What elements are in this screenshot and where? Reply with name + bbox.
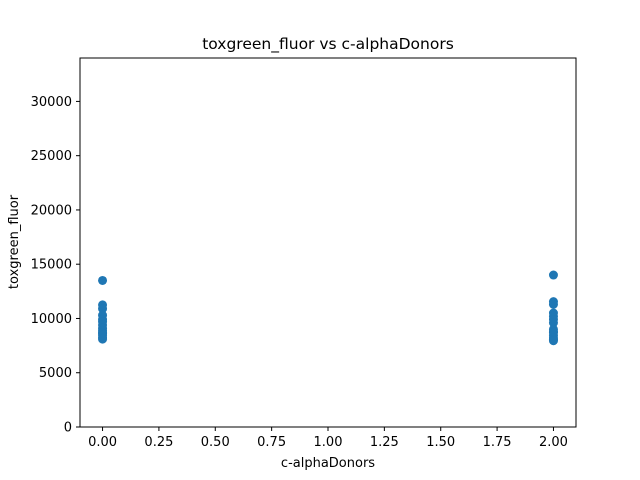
x-tick-label: 0.75 [257, 435, 286, 450]
data-point [548, 299, 558, 309]
data-point [548, 270, 558, 280]
y-tick-label: 10000 [31, 312, 72, 327]
x-tick-label: 1.50 [426, 435, 455, 450]
x-tick-label: 1.00 [314, 435, 343, 450]
plot-area-frame [79, 57, 577, 428]
chart-title: toxgreen_fluor vs c-alphaDonors [202, 35, 454, 54]
data-point [548, 318, 558, 328]
data-points [98, 270, 558, 346]
data-point [98, 304, 108, 314]
x-axis-ticks: 0.00 0.25 0.50 0.75 1.00 1.25 1.50 1.75 2.00 [88, 427, 568, 450]
x-tick-label: 0.00 [88, 435, 117, 450]
y-tick-label: 25000 [31, 149, 72, 164]
x-tick-label: 2.00 [539, 435, 568, 450]
y-tick-label: 30000 [31, 95, 72, 110]
x-tick-label: 0.50 [201, 435, 230, 450]
x-axis-title: c-alphaDonors [281, 456, 375, 471]
data-point [98, 334, 108, 344]
y-axis-title: toxgreen_fluor [7, 194, 22, 289]
x-tick-label: 0.25 [144, 435, 173, 450]
y-tick-label: 15000 [31, 258, 72, 273]
y-tick-label: 5000 [39, 366, 72, 381]
y-tick-label: 0 [64, 421, 72, 436]
x-tick-label: 1.75 [483, 435, 512, 450]
data-point [548, 336, 558, 346]
y-tick-label: 20000 [31, 203, 72, 218]
data-point [98, 275, 108, 285]
x-tick-label: 1.25 [370, 435, 399, 450]
y-axis-ticks: 0 5000 10000 15000 20000 25000 30000 [31, 95, 80, 436]
